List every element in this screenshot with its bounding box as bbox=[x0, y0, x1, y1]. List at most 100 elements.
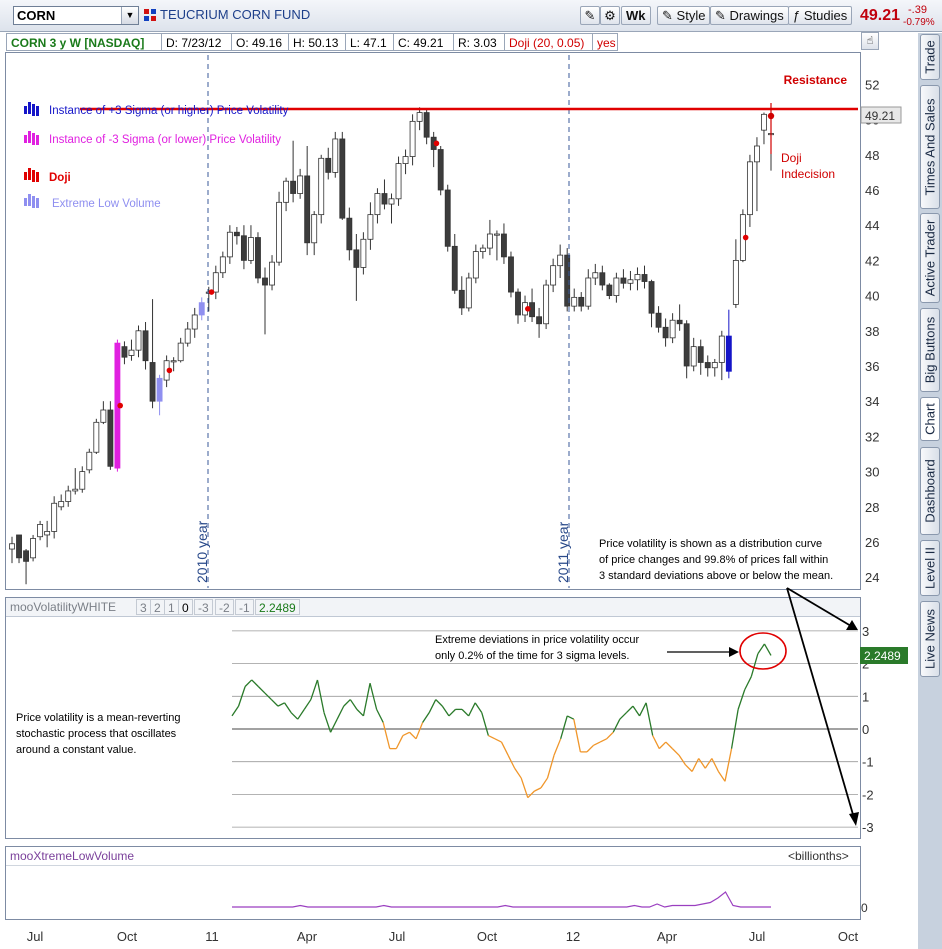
price-candle[interactable] bbox=[311, 211, 318, 256]
low-volume-study-name[interactable]: mooXtremeLowVolume bbox=[10, 849, 135, 863]
price-candle[interactable] bbox=[620, 269, 627, 289]
tools-icon[interactable]: ✎ bbox=[580, 6, 600, 25]
price-candle[interactable] bbox=[353, 234, 360, 301]
price-candle[interactable] bbox=[388, 193, 395, 224]
price-candle[interactable] bbox=[606, 283, 613, 300]
tab-dashboard[interactable]: Dashboard bbox=[920, 447, 940, 535]
price-candle[interactable] bbox=[79, 466, 86, 493]
price-candle[interactable] bbox=[529, 288, 535, 322]
price-candle[interactable] bbox=[515, 288, 521, 324]
price-candle[interactable] bbox=[128, 339, 135, 361]
price-candle[interactable] bbox=[318, 154, 325, 224]
price-candle[interactable] bbox=[65, 485, 72, 507]
price-candle[interactable] bbox=[72, 468, 79, 495]
price-candle[interactable] bbox=[304, 146, 311, 256]
price-candle[interactable] bbox=[486, 219, 493, 256]
price-candle[interactable] bbox=[662, 318, 669, 347]
price-candle[interactable] bbox=[339, 131, 346, 220]
settings-icon[interactable]: ⚙ bbox=[600, 6, 620, 25]
price-candle[interactable] bbox=[276, 191, 282, 266]
price-candle[interactable] bbox=[86, 448, 93, 474]
price-candle[interactable] bbox=[107, 401, 114, 470]
price-candle[interactable] bbox=[711, 358, 718, 377]
price-candle[interactable] bbox=[184, 322, 191, 347]
style-button[interactable]: ✎ Style bbox=[657, 6, 711, 25]
price-candle[interactable] bbox=[704, 355, 711, 377]
price-candle[interactable] bbox=[508, 251, 514, 298]
tab-active-trader[interactable]: Active Trader bbox=[920, 213, 940, 303]
price-candle[interactable] bbox=[585, 269, 592, 310]
price-candle[interactable] bbox=[683, 320, 690, 379]
price-candle[interactable] bbox=[599, 265, 606, 291]
price-candle[interactable] bbox=[170, 357, 177, 372]
price-candle[interactable] bbox=[402, 149, 409, 175]
price-candle[interactable] bbox=[648, 279, 655, 328]
price-candle[interactable] bbox=[219, 251, 226, 278]
price-candle[interactable] bbox=[754, 137, 760, 212]
low-volume-panel[interactable] bbox=[5, 846, 861, 920]
tab-level-ii[interactable]: Level II bbox=[920, 540, 940, 596]
tab-live-news[interactable]: Live News bbox=[920, 601, 940, 677]
price-candle[interactable] bbox=[458, 276, 465, 315]
price-candle[interactable] bbox=[51, 496, 58, 539]
price-candle[interactable] bbox=[725, 309, 732, 379]
price-candle[interactable] bbox=[44, 520, 51, 548]
price-candle[interactable] bbox=[718, 330, 725, 381]
drawings-button[interactable]: ✎ Drawings bbox=[710, 6, 789, 25]
price-candle[interactable] bbox=[409, 114, 416, 166]
price-candle[interactable] bbox=[9, 536, 15, 564]
price-candle[interactable] bbox=[444, 184, 451, 252]
price-candle[interactable] bbox=[226, 225, 233, 264]
tab-times-and-sales[interactable]: Times And Sales bbox=[920, 85, 940, 209]
price-candle[interactable] bbox=[191, 307, 198, 338]
price-candle[interactable] bbox=[472, 244, 479, 284]
price-candle[interactable] bbox=[149, 299, 156, 409]
price-candle[interactable] bbox=[613, 272, 620, 303]
price-candle[interactable] bbox=[761, 112, 767, 145]
price-candle[interactable] bbox=[346, 207, 353, 261]
price-candle[interactable] bbox=[37, 520, 44, 541]
symbol-input[interactable]: CORN ▼ bbox=[13, 6, 139, 25]
price-candle[interactable] bbox=[360, 232, 367, 275]
price-candle[interactable] bbox=[592, 263, 599, 286]
price-candle[interactable] bbox=[30, 534, 37, 562]
price-candle[interactable] bbox=[395, 156, 402, 206]
price-candle[interactable] bbox=[430, 131, 437, 168]
chart-title[interactable]: CORN 3 y W [NASDAQ] bbox=[6, 33, 161, 51]
price-candle[interactable] bbox=[262, 267, 268, 335]
price-candle[interactable] bbox=[121, 341, 128, 365]
symbol-grid-icon[interactable] bbox=[144, 9, 156, 21]
price-candle[interactable] bbox=[367, 202, 374, 250]
price-candle[interactable] bbox=[479, 244, 486, 259]
price-candle[interactable] bbox=[16, 534, 22, 564]
price-candle[interactable] bbox=[746, 154, 753, 227]
price-candle[interactable] bbox=[100, 401, 107, 425]
price-candle[interactable] bbox=[676, 304, 683, 331]
price-candle[interactable] bbox=[233, 226, 240, 245]
price-chart[interactable]: 525048464442403836343230282624 Resistanc… bbox=[0, 0, 918, 949]
tab-big-buttons[interactable]: Big Buttons bbox=[920, 308, 940, 392]
period-button[interactable]: Wk bbox=[621, 6, 651, 25]
price-candle[interactable] bbox=[248, 225, 254, 264]
price-candle[interactable] bbox=[543, 279, 550, 330]
price-candle[interactable] bbox=[177, 337, 184, 363]
volatility-panel[interactable] bbox=[5, 597, 861, 839]
price-candle[interactable] bbox=[641, 265, 648, 289]
price-candle[interactable] bbox=[156, 374, 163, 416]
price-candle[interactable] bbox=[58, 494, 65, 511]
price-candle[interactable] bbox=[135, 325, 142, 358]
symbol-dropdown-icon[interactable]: ▼ bbox=[121, 7, 138, 24]
price-candle[interactable] bbox=[690, 337, 697, 372]
price-candle[interactable] bbox=[627, 270, 634, 291]
price-candle[interactable] bbox=[501, 223, 507, 264]
price-candle[interactable] bbox=[536, 307, 543, 338]
price-candle[interactable] bbox=[451, 234, 458, 294]
price-candle[interactable] bbox=[255, 232, 261, 284]
volatility-study-name[interactable]: mooVolatilityWHITE bbox=[10, 600, 117, 614]
doji-study[interactable]: Doji (20, 0.05) bbox=[504, 33, 592, 51]
price-candle[interactable] bbox=[381, 179, 388, 210]
price-candle[interactable] bbox=[571, 288, 578, 312]
price-candle[interactable] bbox=[655, 306, 662, 333]
price-candle[interactable] bbox=[423, 109, 430, 145]
price-candle[interactable] bbox=[634, 267, 641, 291]
